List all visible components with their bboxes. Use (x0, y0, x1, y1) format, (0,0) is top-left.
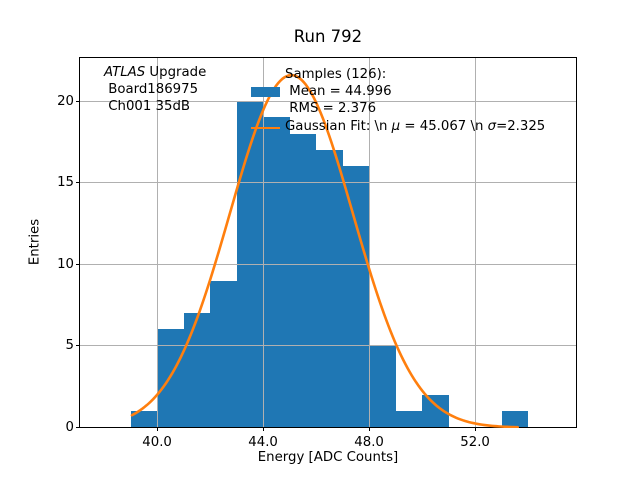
histogram-bar (210, 280, 237, 428)
legend-gauss-pre: Gaussian Fit: \n (285, 118, 392, 134)
legend-gauss-mid: = 45.067 \n (400, 118, 488, 134)
chart-title: Run 792 (293, 27, 363, 46)
annotation-line3: Ch001 35dB (104, 99, 191, 115)
histogram-bar (395, 410, 423, 428)
x-tick-label-52: 52.0 (460, 434, 490, 450)
y-tick-mark-15 (75, 182, 80, 184)
annotation-atlas-italic: ATLAS (104, 64, 146, 80)
x-tick-mark-48 (368, 427, 370, 432)
x-tick-mark-40 (156, 427, 158, 432)
y-tick-label-10: 10 (57, 256, 74, 272)
x-tick-label-44: 44.0 (248, 434, 278, 450)
histogram-bar (157, 329, 184, 428)
legend-samples-title: Samples (126): (285, 66, 387, 82)
y-tick-mark-20 (75, 100, 80, 102)
gridline-x-44 (262, 57, 264, 428)
legend-samples-mean: Mean = 44.996 (285, 83, 392, 99)
x-tick-mark-44 (262, 427, 264, 432)
legend-gauss-sigma: σ (487, 118, 497, 134)
histogram-bar (130, 410, 158, 428)
y-tick-label-15: 15 (57, 175, 74, 191)
histogram-bar (316, 150, 343, 428)
legend-key-samples-patch (251, 87, 280, 97)
legend-label-gaussian: Gaussian Fit: \n μ = 45.067 \n σ=2.325 (285, 118, 545, 135)
x-axis-label: Energy [ADC Counts] (257, 450, 399, 465)
y-tick-label-0: 0 (65, 419, 74, 435)
y-tick-mark-10 (75, 263, 80, 265)
legend-gauss-post: =2.325 (496, 118, 546, 134)
y-tick-label-20: 20 (57, 93, 74, 109)
gridline-y-10 (80, 263, 576, 265)
y-tick-label-5: 5 (65, 338, 74, 354)
annotation-line2: Board186975 (104, 81, 199, 97)
histogram-bar (289, 133, 317, 428)
legend-key-gaussian-line (251, 126, 280, 130)
plot-area (79, 56, 577, 429)
histogram-bar (263, 117, 290, 428)
y-tick-mark-0 (75, 426, 80, 428)
x-tick-label-40: 40.0 (142, 434, 172, 450)
gridline-y-15 (80, 182, 576, 184)
annotation-upgrade: Upgrade (145, 64, 207, 80)
legend-samples-rms: RMS = 2.376 (285, 101, 377, 117)
annotation-line1: ATLAS Upgrade (104, 65, 206, 80)
histogram-bar (369, 345, 396, 428)
histogram-bar (342, 166, 370, 428)
gridline-y-5 (80, 345, 576, 347)
x-tick-mark-52 (474, 427, 476, 432)
histogram-bar (183, 313, 211, 428)
x-tick-label-48: 48.0 (354, 434, 384, 450)
gridline-x-52 (474, 57, 476, 428)
atlas-annotation: ATLAS Upgrade Board186975 Ch001 35dB (104, 64, 206, 116)
histogram-bar (501, 410, 528, 428)
histogram-bar (422, 394, 449, 428)
legend-gauss-mu: μ (391, 118, 401, 134)
legend-label-samples: Samples (126): Mean = 44.996 RMS = 2.376 (285, 66, 392, 118)
y-tick-mark-5 (75, 345, 80, 347)
